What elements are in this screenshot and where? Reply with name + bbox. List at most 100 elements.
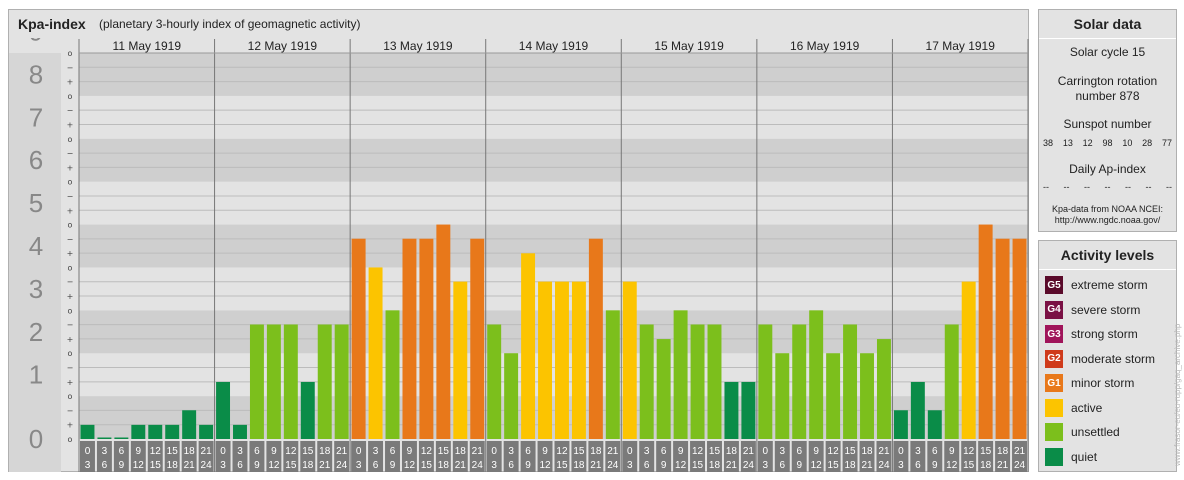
legend-item: G2 moderate storm xyxy=(1045,349,1155,369)
kp-bar xyxy=(656,339,671,439)
day-label: 11 May 1919 xyxy=(113,39,182,53)
legend-item: G1 minor storm xyxy=(1045,373,1134,393)
band-3 xyxy=(79,267,1028,311)
x-tick-end: 12 xyxy=(268,460,280,471)
x-tick-box xyxy=(910,441,926,472)
kp-bar xyxy=(114,437,129,439)
x-tick-box xyxy=(283,441,299,472)
ap-value: -- xyxy=(1125,182,1131,192)
x-tick-box xyxy=(673,441,689,472)
x-tick-box xyxy=(723,441,739,472)
x-tick-box xyxy=(622,441,638,472)
legend-item: active xyxy=(1045,398,1102,418)
x-tick-box xyxy=(537,441,553,472)
x-tick-box xyxy=(791,441,807,472)
kp-bar xyxy=(402,238,417,439)
kp-bar xyxy=(571,281,586,439)
band-2 xyxy=(79,310,1028,354)
kp-bar xyxy=(216,381,231,439)
x-tick-box xyxy=(825,441,841,472)
kp-bar xyxy=(588,238,603,439)
kp-bar xyxy=(97,437,112,439)
ap-values: -- -- -- -- -- -- -- xyxy=(1043,182,1172,192)
legend-item: G3 strong storm xyxy=(1045,324,1138,344)
kp-bar xyxy=(910,381,925,439)
legend-item: G5 extreme storm xyxy=(1045,275,1148,295)
source-line1: Kpa-data from NOAA NCEI: xyxy=(1051,204,1164,214)
x-tick-start: 15 xyxy=(438,446,450,457)
x-tick-start: 0 xyxy=(763,446,769,457)
y-tick-label: 4 xyxy=(29,231,43,261)
band-7 xyxy=(79,95,1028,139)
x-tick-box xyxy=(503,441,519,472)
kp-bar xyxy=(622,281,637,439)
x-tick-end: 9 xyxy=(254,460,260,471)
x-tick-box xyxy=(944,441,960,472)
x-tick-box xyxy=(961,441,977,472)
sunspot-value: 28 xyxy=(1142,138,1153,148)
sunspot-value: 77 xyxy=(1161,138,1172,148)
solar-cycle: Solar cycle 15 xyxy=(1069,45,1146,59)
legend-swatch: G3 xyxy=(1045,325,1063,343)
x-tick-start: 12 xyxy=(692,446,704,457)
x-tick-end: 18 xyxy=(302,460,314,471)
x-tick-end: 18 xyxy=(845,460,857,471)
x-tick-end: 9 xyxy=(390,460,396,471)
y-tick-label: 5 xyxy=(29,188,43,218)
x-tick-box xyxy=(995,441,1011,472)
day-label: 16 May 1919 xyxy=(790,39,860,53)
x-tick-start: 0 xyxy=(220,446,226,457)
x-tick-box xyxy=(385,441,400,472)
x-tick-box xyxy=(181,441,197,472)
x-tick-start: 0 xyxy=(85,446,91,457)
y-subtick-label: o xyxy=(68,92,73,101)
kp-bar xyxy=(300,381,315,439)
x-tick-box xyxy=(808,441,824,472)
y-subtick-label: o xyxy=(68,135,73,144)
x-tick-box xyxy=(130,441,146,472)
x-tick-box xyxy=(740,441,756,472)
legend-swatch xyxy=(1045,447,1063,466)
x-tick-end: 24 xyxy=(878,460,890,471)
kp-bar xyxy=(995,238,1010,439)
x-tick-end: 6 xyxy=(508,460,514,471)
kp-bar xyxy=(944,324,959,439)
legend-label: moderate storm xyxy=(1071,351,1156,366)
kp-bar xyxy=(927,410,942,439)
y-subtick-label: − xyxy=(67,406,74,415)
y-subtick-label: − xyxy=(67,278,74,287)
y-subtick-label: + xyxy=(67,249,74,258)
legend-swatch xyxy=(1045,398,1063,417)
kp-bar xyxy=(690,324,705,439)
x-tick-end: 24 xyxy=(472,460,484,471)
y-tick-label: 7 xyxy=(29,102,43,132)
ap-value: -- xyxy=(1145,182,1152,192)
y-tick-label: 3 xyxy=(29,274,43,304)
x-tick-start: 3 xyxy=(373,446,379,457)
x-tick-start: 0 xyxy=(627,446,633,457)
ap-title: Daily Ap-index xyxy=(1069,162,1146,176)
x-tick-end: 12 xyxy=(539,460,551,471)
x-tick-end: 3 xyxy=(356,460,362,471)
x-tick-box xyxy=(113,441,129,472)
x-tick-end: 6 xyxy=(102,460,108,471)
x-tick-start: 6 xyxy=(390,446,396,457)
x-tick-start: 0 xyxy=(898,446,904,457)
y-subtick-label: o xyxy=(68,221,73,230)
y-subtick-label: o xyxy=(68,49,73,58)
x-tick-box xyxy=(486,441,502,472)
x-tick-start: 6 xyxy=(525,446,531,457)
band-4 xyxy=(79,224,1028,268)
source-line2: http://www.ngdc.noaa.gov/ xyxy=(1054,215,1161,225)
chart-title: Kpa-index xyxy=(18,16,86,32)
x-tick-end: 15 xyxy=(828,460,840,471)
sunspot-value: 98 xyxy=(1102,138,1113,148)
kp-bar xyxy=(978,224,993,439)
kp-bar xyxy=(233,424,247,439)
x-tick-start: 21 xyxy=(607,446,619,457)
x-tick-start: 18 xyxy=(319,446,331,457)
day-label: 17 May 1919 xyxy=(926,39,996,53)
x-tick-start: 9 xyxy=(813,446,819,457)
x-tick-box xyxy=(554,441,570,472)
legend-label: quiet xyxy=(1071,449,1098,464)
